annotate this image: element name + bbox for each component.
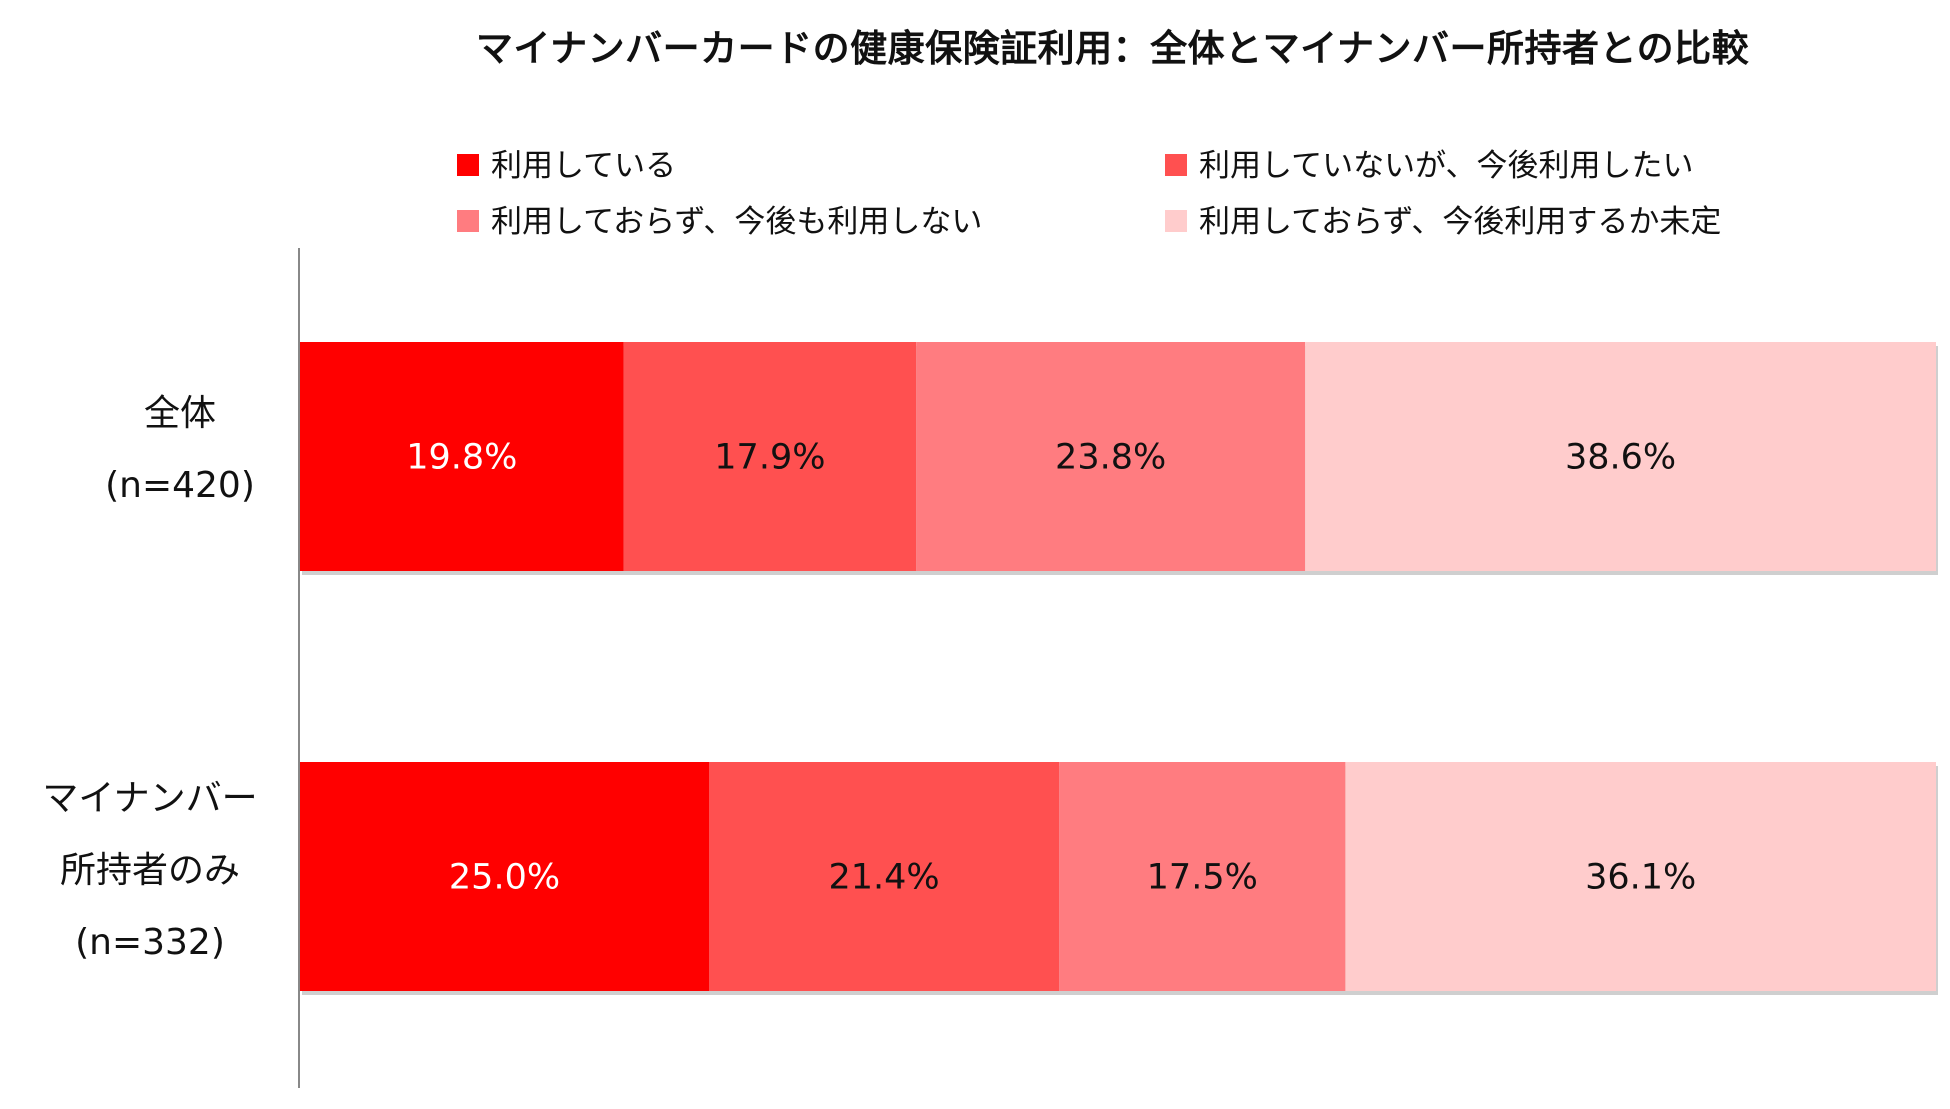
data-label-1-series-2: 17.9%	[714, 438, 825, 478]
legend-swatch-series-2	[1165, 154, 1187, 176]
category-label-holders-line-2: 所持者のみ	[59, 850, 240, 891]
bar-segment-1-series-3	[916, 342, 1306, 571]
legend-label-series-1: 利用している	[491, 147, 677, 184]
bars-group: 19.8% 17.9% 23.8% 38.6% 25.0% 21.4% 17.5% 36.1%	[300, 342, 1938, 995]
category-label-holders-line-1: マイナンバー	[42, 778, 258, 819]
bar-segment-1-series-1	[300, 342, 624, 571]
category-label-all: 全体 (n=420)	[80, 378, 280, 522]
category-label-all-line-1: 全体	[143, 393, 216, 434]
legend-item-series-3: 利用しておらず、今後も利用しない	[457, 196, 982, 240]
legend-label-series-4: 利用しておらず、今後利用するか未定	[1199, 203, 1722, 240]
legend-item-series-1: 利用している	[457, 140, 676, 184]
legend-swatch-series-4	[1165, 210, 1187, 232]
legend-item-series-2: 利用していないが、今後利用したい	[1165, 140, 1693, 184]
legend-item-series-4: 利用しておらず、今後利用するか未定	[1165, 196, 1721, 240]
bar-segment-1-series-4	[1305, 342, 1936, 571]
data-label-2-series-2: 21.4%	[828, 858, 939, 898]
legend-swatch-series-3	[457, 210, 479, 232]
data-label-2-series-3: 17.5%	[1147, 858, 1258, 898]
legend-label-series-3: 利用しておらず、今後も利用しない	[491, 203, 983, 240]
bar-segment-2-series-4	[1345, 762, 1936, 991]
chart-title: マイナンバーカードの健康保険証利用：全体とマイナンバー所持者との比較	[475, 27, 1750, 70]
data-label-1-series-1: 19.8%	[406, 438, 517, 478]
data-label-1-series-3: 23.8%	[1055, 438, 1166, 478]
category-label-holders-line-3: (n=332)	[75, 922, 225, 963]
data-label-1-series-4: 38.6%	[1565, 438, 1676, 478]
bar-segment-2-series-3	[1059, 762, 1346, 991]
bar-segment-2-series-2	[709, 762, 1060, 991]
bar-segment-1-series-2	[623, 342, 917, 571]
legend-label-series-2: 利用していないが、今後利用したい	[1199, 147, 1694, 184]
data-label-2-series-1: 25.0%	[449, 858, 560, 898]
bar-segment-2-series-1	[300, 762, 709, 991]
legend-swatch-series-1	[457, 154, 479, 176]
category-label-holders: マイナンバー 所持者のみ (n=332)	[20, 763, 280, 979]
data-label-2-series-4: 36.1%	[1585, 858, 1696, 898]
category-label-all-line-2: (n=420)	[105, 465, 255, 506]
